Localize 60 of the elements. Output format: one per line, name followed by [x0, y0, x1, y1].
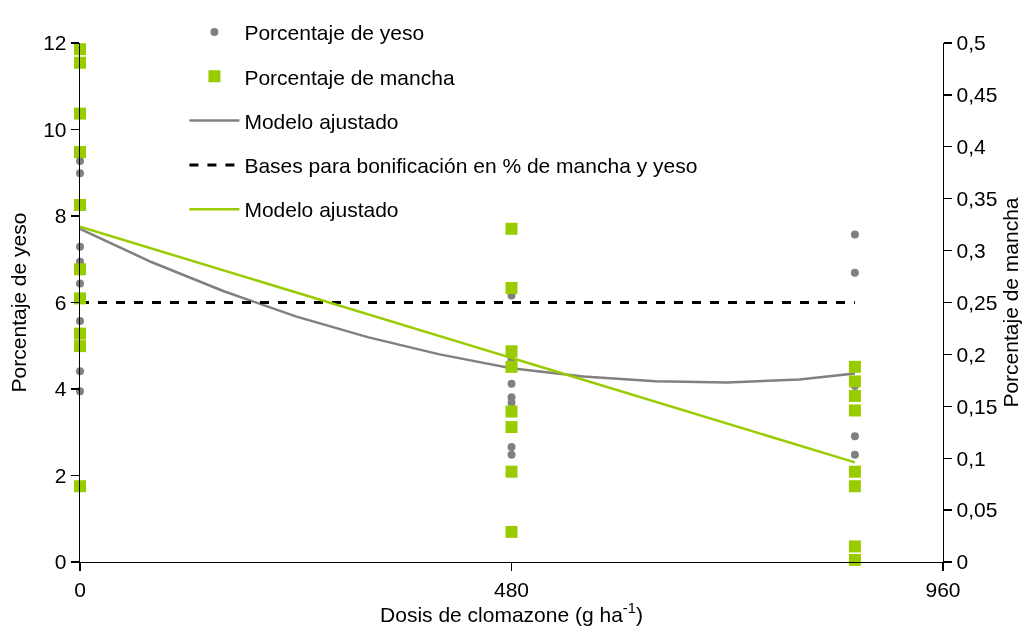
y-tick-label: 10: [43, 117, 67, 141]
y2-tick-label: 0,45: [956, 83, 998, 107]
point: [74, 480, 86, 493]
point: [74, 107, 86, 120]
y-tick-label: 12: [43, 31, 67, 55]
point: [848, 480, 861, 493]
point: [74, 327, 86, 340]
y2-axis-title: Porcentaje de mancha: [999, 197, 1023, 408]
point: [74, 145, 86, 158]
point: [850, 268, 859, 277]
legend-label: Modelo ajustado: [244, 198, 399, 222]
point: [505, 465, 518, 478]
point: [74, 56, 86, 69]
y2-tick-label: 0,35: [956, 187, 998, 211]
legend-label: Modelo ajustado: [244, 109, 399, 133]
y2-tick-label: 0,25: [956, 290, 998, 314]
legend-label: Porcentaje de yeso: [244, 21, 425, 45]
y-tick-label: 4: [54, 377, 67, 401]
point: [505, 345, 518, 358]
point: [848, 360, 861, 373]
y2-tick-label: 0,3: [956, 238, 986, 262]
legend-label: Porcentaje de mancha: [244, 65, 455, 89]
x-tick-label: 0: [74, 577, 86, 601]
point: [505, 421, 518, 434]
point: [507, 379, 516, 388]
y2-tick-label: 0: [956, 550, 969, 574]
point: [850, 432, 859, 441]
point: [505, 525, 518, 538]
x-tick-label: 960: [925, 577, 961, 601]
point: [850, 230, 859, 239]
point: [848, 389, 861, 402]
point: [507, 450, 516, 459]
point: [505, 281, 518, 294]
point: [507, 442, 516, 451]
point: [848, 465, 861, 478]
point: [505, 405, 518, 418]
point: [74, 263, 86, 276]
y-tick-label: 6: [54, 290, 67, 314]
point: [74, 340, 86, 353]
y-tick-label: 2: [54, 463, 67, 487]
legend-label: Bases para bonificación en % de mancha y yeso: [244, 154, 698, 178]
y-axis-title: Porcentaje de yeso: [7, 212, 31, 393]
y-tick-label: 8: [54, 204, 67, 228]
y2-tick-label: 0,05: [956, 498, 998, 522]
point: [848, 375, 861, 388]
y2-tick-label: 0,4: [956, 135, 987, 159]
x-tick-label: 480: [493, 577, 530, 601]
y2-tick-label: 0,5: [956, 31, 986, 55]
y2-tick-label: 0,2: [956, 342, 986, 366]
point: [848, 540, 861, 553]
x-axis-title: Dosis de clomazone (g ha$^{-1}$): [380, 600, 643, 627]
y-tick-label: 0: [54, 550, 67, 574]
point: [505, 360, 518, 373]
y2-tick-label: 0,15: [956, 394, 998, 418]
y2-tick-label: 0,1: [956, 446, 986, 470]
point: [505, 222, 518, 235]
point: [74, 198, 86, 211]
point: [848, 553, 861, 566]
point: [850, 450, 859, 459]
point: [848, 404, 861, 417]
